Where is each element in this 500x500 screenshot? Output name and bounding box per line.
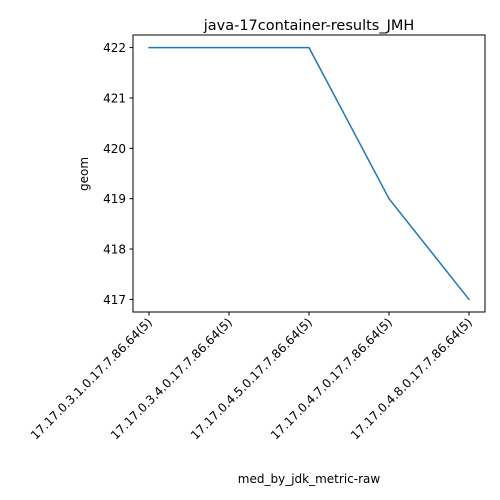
x-axis-title: med_by_jdk_metric-raw: [238, 472, 381, 486]
data-point: [388, 197, 390, 200]
y-tick-label: 420: [103, 142, 126, 156]
y-tick-label: 421: [103, 91, 126, 105]
y-tick-label: 418: [103, 243, 126, 257]
y-tick-label: 417: [103, 293, 126, 307]
y-axis-title: geom: [77, 157, 91, 191]
data-point: [148, 46, 150, 49]
y-tick-label: 422: [103, 41, 126, 55]
data-point: [308, 46, 310, 49]
data-point: [228, 46, 230, 49]
data-point: [468, 298, 470, 301]
series-line: [149, 46, 470, 300]
chart-title: java-17container-results_JMH: [203, 18, 415, 34]
y-tick-label: 419: [103, 192, 126, 206]
plot-frame: [132, 34, 486, 313]
